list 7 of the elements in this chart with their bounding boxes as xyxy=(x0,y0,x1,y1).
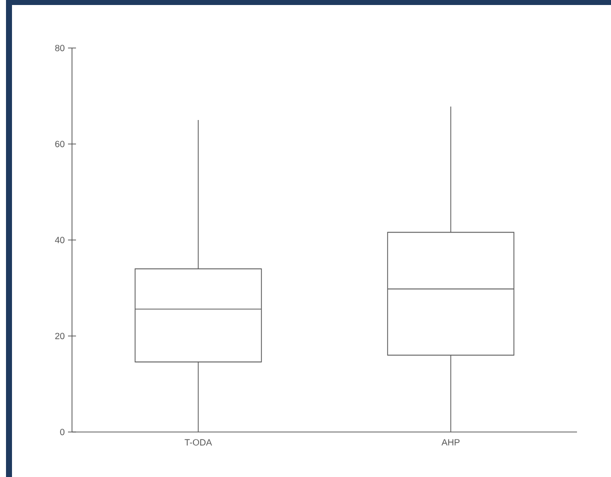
y-tick-label: 20 xyxy=(55,332,64,340)
y-tick-label: 40 xyxy=(54,236,64,244)
x-tick-label: AHP xyxy=(442,439,460,446)
y-tick-label: 0 xyxy=(60,428,64,436)
x-tick-label: T-ODA xyxy=(184,439,212,446)
y-tick-label: 80 xyxy=(55,44,64,52)
y-tick-label: 60 xyxy=(55,140,64,148)
